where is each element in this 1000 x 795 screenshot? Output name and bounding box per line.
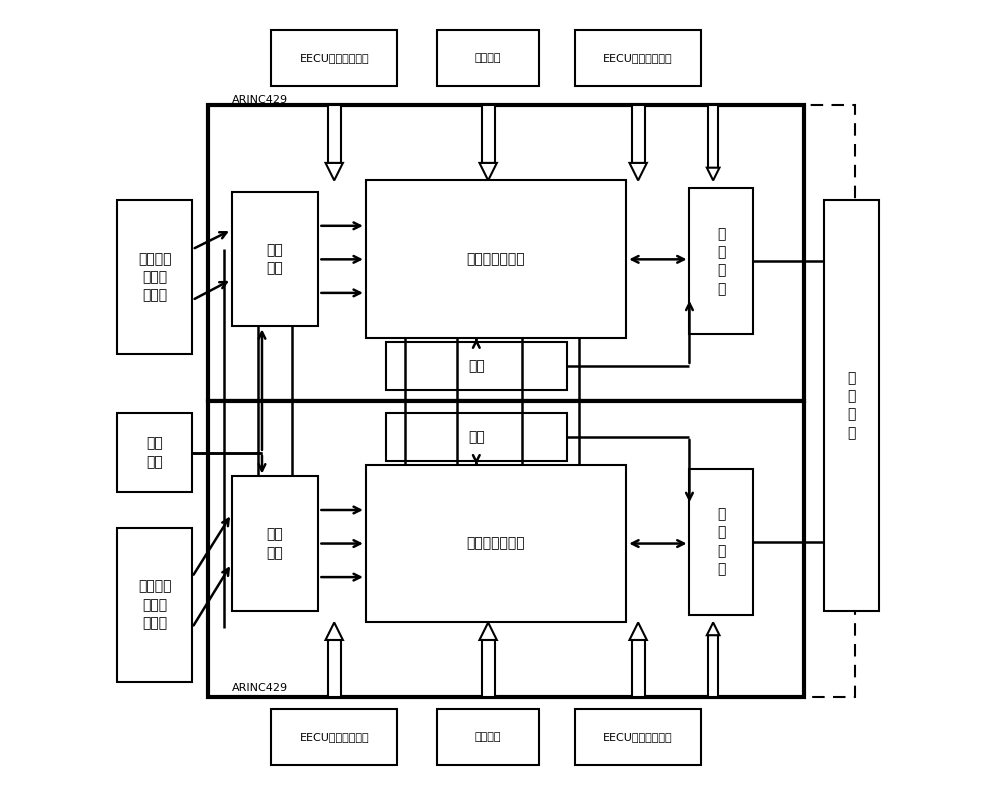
Polygon shape [326, 622, 343, 640]
Polygon shape [479, 163, 497, 180]
Bar [232, 192, 318, 327]
Bar [437, 709, 539, 765]
Bar [271, 30, 397, 86]
Text: 信号
调理: 信号 调理 [267, 243, 283, 276]
Bar [271, 709, 397, 765]
Text: EECU（发动机一）: EECU（发动机一） [299, 732, 369, 742]
Polygon shape [629, 163, 647, 180]
Bar [824, 200, 879, 611]
Text: ARINC429: ARINC429 [232, 95, 288, 106]
Text: 面
板
按
钮: 面 板 按 钮 [847, 370, 855, 440]
Polygon shape [629, 622, 647, 640]
Bar [689, 468, 753, 615]
Bar [208, 106, 804, 401]
Bar [689, 188, 753, 335]
Bar [328, 640, 341, 697]
Bar [117, 528, 192, 681]
Bar [232, 476, 318, 611]
Bar [366, 464, 626, 622]
Bar [708, 635, 718, 697]
Bar [437, 30, 539, 86]
Bar [208, 106, 855, 697]
Text: EECU（发动机一）: EECU（发动机一） [299, 53, 369, 63]
Bar [632, 640, 645, 697]
Text: 电源: 电源 [468, 359, 485, 373]
Text: 大气温度: 大气温度 [475, 53, 501, 63]
Bar [366, 180, 626, 339]
Bar [708, 106, 718, 168]
Text: 发动机一
和飞机
传感器: 发动机一 和飞机 传感器 [138, 252, 171, 303]
Polygon shape [707, 622, 719, 635]
Text: 电源: 电源 [468, 430, 485, 444]
Text: 数据采集与处理: 数据采集与处理 [467, 537, 525, 551]
Bar [386, 342, 567, 390]
Text: 发动机二
和飞机
传感器: 发动机二 和飞机 传感器 [138, 580, 171, 630]
Bar [117, 413, 192, 492]
Text: 液
晶
显
示: 液 晶 显 示 [717, 507, 725, 576]
Text: 液
晶
显
示: 液 晶 显 示 [717, 227, 725, 296]
Bar [117, 200, 192, 354]
Bar [208, 401, 804, 697]
Bar [575, 30, 701, 86]
Bar [328, 106, 341, 163]
Bar [575, 709, 701, 765]
Bar [482, 640, 495, 697]
Polygon shape [326, 163, 343, 180]
Text: 离散
信号: 离散 信号 [146, 436, 163, 469]
Bar [482, 106, 495, 163]
Polygon shape [707, 168, 719, 180]
Polygon shape [479, 622, 497, 640]
Text: ARINC429: ARINC429 [232, 683, 288, 693]
Text: EECU（发动机二）: EECU（发动机二） [603, 732, 673, 742]
Text: 大气温度: 大气温度 [475, 732, 501, 742]
Bar [386, 413, 567, 460]
Text: 数据采集与处理: 数据采集与处理 [467, 252, 525, 266]
Bar [632, 106, 645, 163]
Text: 信号
调理: 信号 调理 [267, 527, 283, 560]
Text: EECU（发动机二）: EECU（发动机二） [603, 53, 673, 63]
